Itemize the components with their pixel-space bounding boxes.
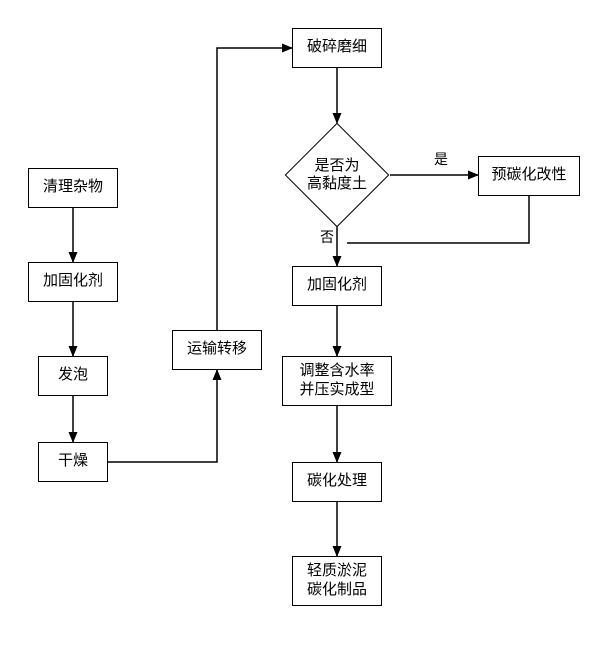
flowchart-edge-label-yes: 是 bbox=[432, 154, 450, 168]
flowchart-node-n4: 干燥 bbox=[38, 442, 108, 482]
flowchart-node-n6: 破碎磨细 bbox=[292, 28, 382, 68]
flowchart-node-n10: 调整含水率并压实成型 bbox=[282, 356, 392, 406]
flowchart-node-n1: 清理杂物 bbox=[28, 168, 118, 208]
flowchart-node-n3: 发泡 bbox=[38, 356, 108, 396]
flowchart-edge-label-no: 否 bbox=[318, 232, 336, 246]
flowchart-arrow bbox=[108, 370, 217, 462]
flowchart-node-n8: 预碳化改性 bbox=[478, 156, 580, 196]
flowchart-arrow bbox=[217, 48, 292, 330]
flowchart-decision-n7 bbox=[285, 123, 390, 228]
flowchart-node-n11: 碳化处理 bbox=[292, 462, 382, 502]
flowchart-arrow bbox=[347, 196, 529, 243]
flowchart-node-n5: 运输转移 bbox=[172, 330, 262, 370]
flowchart-node-n12: 轻质淤泥碳化制品 bbox=[292, 556, 382, 606]
flowchart-node-n9: 加固化剂 bbox=[292, 266, 382, 306]
flowchart-node-n2: 加固化剂 bbox=[28, 262, 118, 302]
